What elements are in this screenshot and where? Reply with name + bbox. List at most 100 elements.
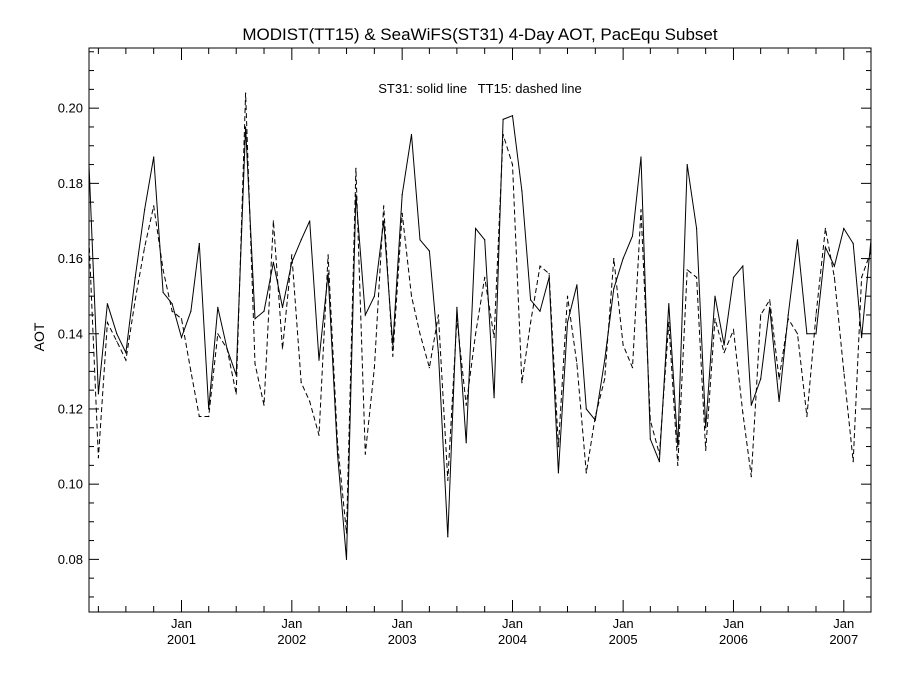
x-tick-label-year: 2003	[388, 632, 417, 647]
y-axis-ticks: 0.08 0.10 0.12 0.14 0.16 0.18 0.20	[58, 101, 871, 567]
data-point-solid	[116, 333, 118, 335]
data-point-solid	[281, 306, 284, 308]
data-point-dashed	[226, 348, 228, 350]
data-point-dashed	[833, 276, 836, 278]
data-point-dashed	[585, 472, 587, 474]
data-point-dashed	[88, 239, 90, 241]
data-point-dashed	[815, 314, 817, 316]
data-point-dashed	[861, 276, 863, 278]
data-point-dashed	[640, 209, 642, 211]
data-point-solid	[162, 291, 164, 293]
line-style-note: ST31: solid line TT15: dashed line	[378, 81, 582, 96]
data-point-solid	[640, 156, 642, 158]
data-point-solid	[714, 295, 716, 297]
data-point-dashed	[208, 415, 210, 418]
data-point-solid	[345, 558, 348, 561]
data-point-dashed	[309, 400, 311, 402]
data-point-dashed	[843, 370, 845, 372]
data-point-dashed	[613, 258, 615, 260]
data-point-dashed	[125, 359, 127, 361]
data-point-dashed	[806, 415, 808, 418]
data-point-dashed	[410, 295, 413, 297]
data-point-dashed	[649, 419, 651, 421]
data-point-dashed	[502, 133, 504, 136]
data-point-dashed	[852, 461, 854, 463]
data-point-solid	[180, 336, 183, 339]
x-minor-ticks	[97, 48, 872, 612]
data-point-dashed	[153, 205, 155, 207]
data-point-dashed	[401, 212, 403, 214]
data-point-solid	[806, 333, 808, 335]
x-tick-label-year: 2002	[277, 632, 306, 647]
data-point-dashed	[364, 453, 366, 455]
data-point-dashed	[493, 336, 495, 339]
data-point-solid	[106, 303, 108, 305]
data-point-dashed	[714, 318, 716, 320]
data-point-solid	[493, 397, 495, 399]
data-point-solid	[861, 336, 863, 339]
data-point-solid	[171, 303, 173, 305]
x-tick-label-year: 2006	[719, 632, 748, 647]
x-tick-label-month: Jan	[281, 616, 302, 631]
data-point-dashed	[383, 205, 385, 207]
data-point-dashed	[778, 378, 780, 380]
data-point-solid	[144, 209, 146, 211]
data-point-solid	[272, 261, 274, 263]
data-point-solid	[125, 352, 127, 354]
chart-title: MODIST(TT15) & SeaWiFS(ST31) 4-Day AOT, …	[242, 25, 717, 44]
x-tick-label-month: Jan	[833, 616, 854, 631]
data-point-dashed	[576, 363, 578, 365]
data-point-dashed	[705, 449, 707, 451]
y-tick-label: 0.14	[58, 326, 83, 341]
data-point-dashed	[631, 367, 634, 369]
data-point-solid	[594, 419, 596, 421]
data-point-solid	[778, 400, 780, 402]
data-point-dashed	[245, 92, 247, 94]
data-point-solid	[254, 318, 256, 320]
data-point-solid	[484, 239, 486, 241]
data-point-solid	[97, 393, 99, 395]
data-point-dashed	[281, 348, 284, 350]
data-point-solid	[300, 239, 302, 241]
data-point-solid	[465, 442, 467, 444]
data-point-dashed	[566, 295, 569, 297]
data-point-dashed	[190, 370, 192, 372]
data-point-solid	[410, 133, 413, 136]
data-point-dashed	[254, 363, 256, 365]
data-point-solid	[585, 408, 587, 410]
data-point-solid	[198, 242, 200, 245]
data-point-solid	[153, 156, 155, 158]
x-tick-label-month: Jan	[613, 616, 634, 631]
data-point-solid	[447, 536, 449, 538]
data-point-solid	[190, 310, 192, 312]
data-point-dashed	[824, 227, 827, 230]
data-point-dashed	[97, 457, 99, 459]
data-point-solid	[566, 321, 569, 324]
data-point-solid	[787, 314, 789, 316]
data-point-dashed	[162, 269, 164, 271]
data-point-dashed	[769, 299, 771, 301]
x-tick-label-year: 2004	[498, 632, 527, 647]
data-point-dashed	[530, 321, 532, 324]
data-point-dashed	[392, 355, 394, 357]
data-point-solid	[88, 164, 90, 166]
y-minor-ticks	[89, 51, 871, 598]
data-point-dashed	[742, 412, 744, 414]
data-point-solid	[373, 295, 375, 297]
data-point-solid	[696, 227, 698, 230]
data-point-dashed	[723, 352, 725, 354]
plot-area: 0.080.100.120.140.160.180.20 Jan2001Jan2…	[58, 47, 872, 647]
data-point-solid	[419, 239, 421, 241]
y-tick-label: 0.08	[58, 552, 83, 567]
data-point-dashed	[732, 329, 735, 331]
data-point-solid	[742, 265, 744, 267]
x-tick-label-month: Jan	[502, 616, 523, 631]
data-point-solid	[723, 344, 725, 346]
data-point-solid	[677, 446, 679, 448]
data-point-dashed	[677, 464, 679, 466]
data-point-solid	[843, 227, 845, 230]
y-tick-label: 0.10	[58, 477, 83, 492]
data-point-dashed	[345, 532, 348, 534]
data-point-solid	[548, 276, 550, 278]
